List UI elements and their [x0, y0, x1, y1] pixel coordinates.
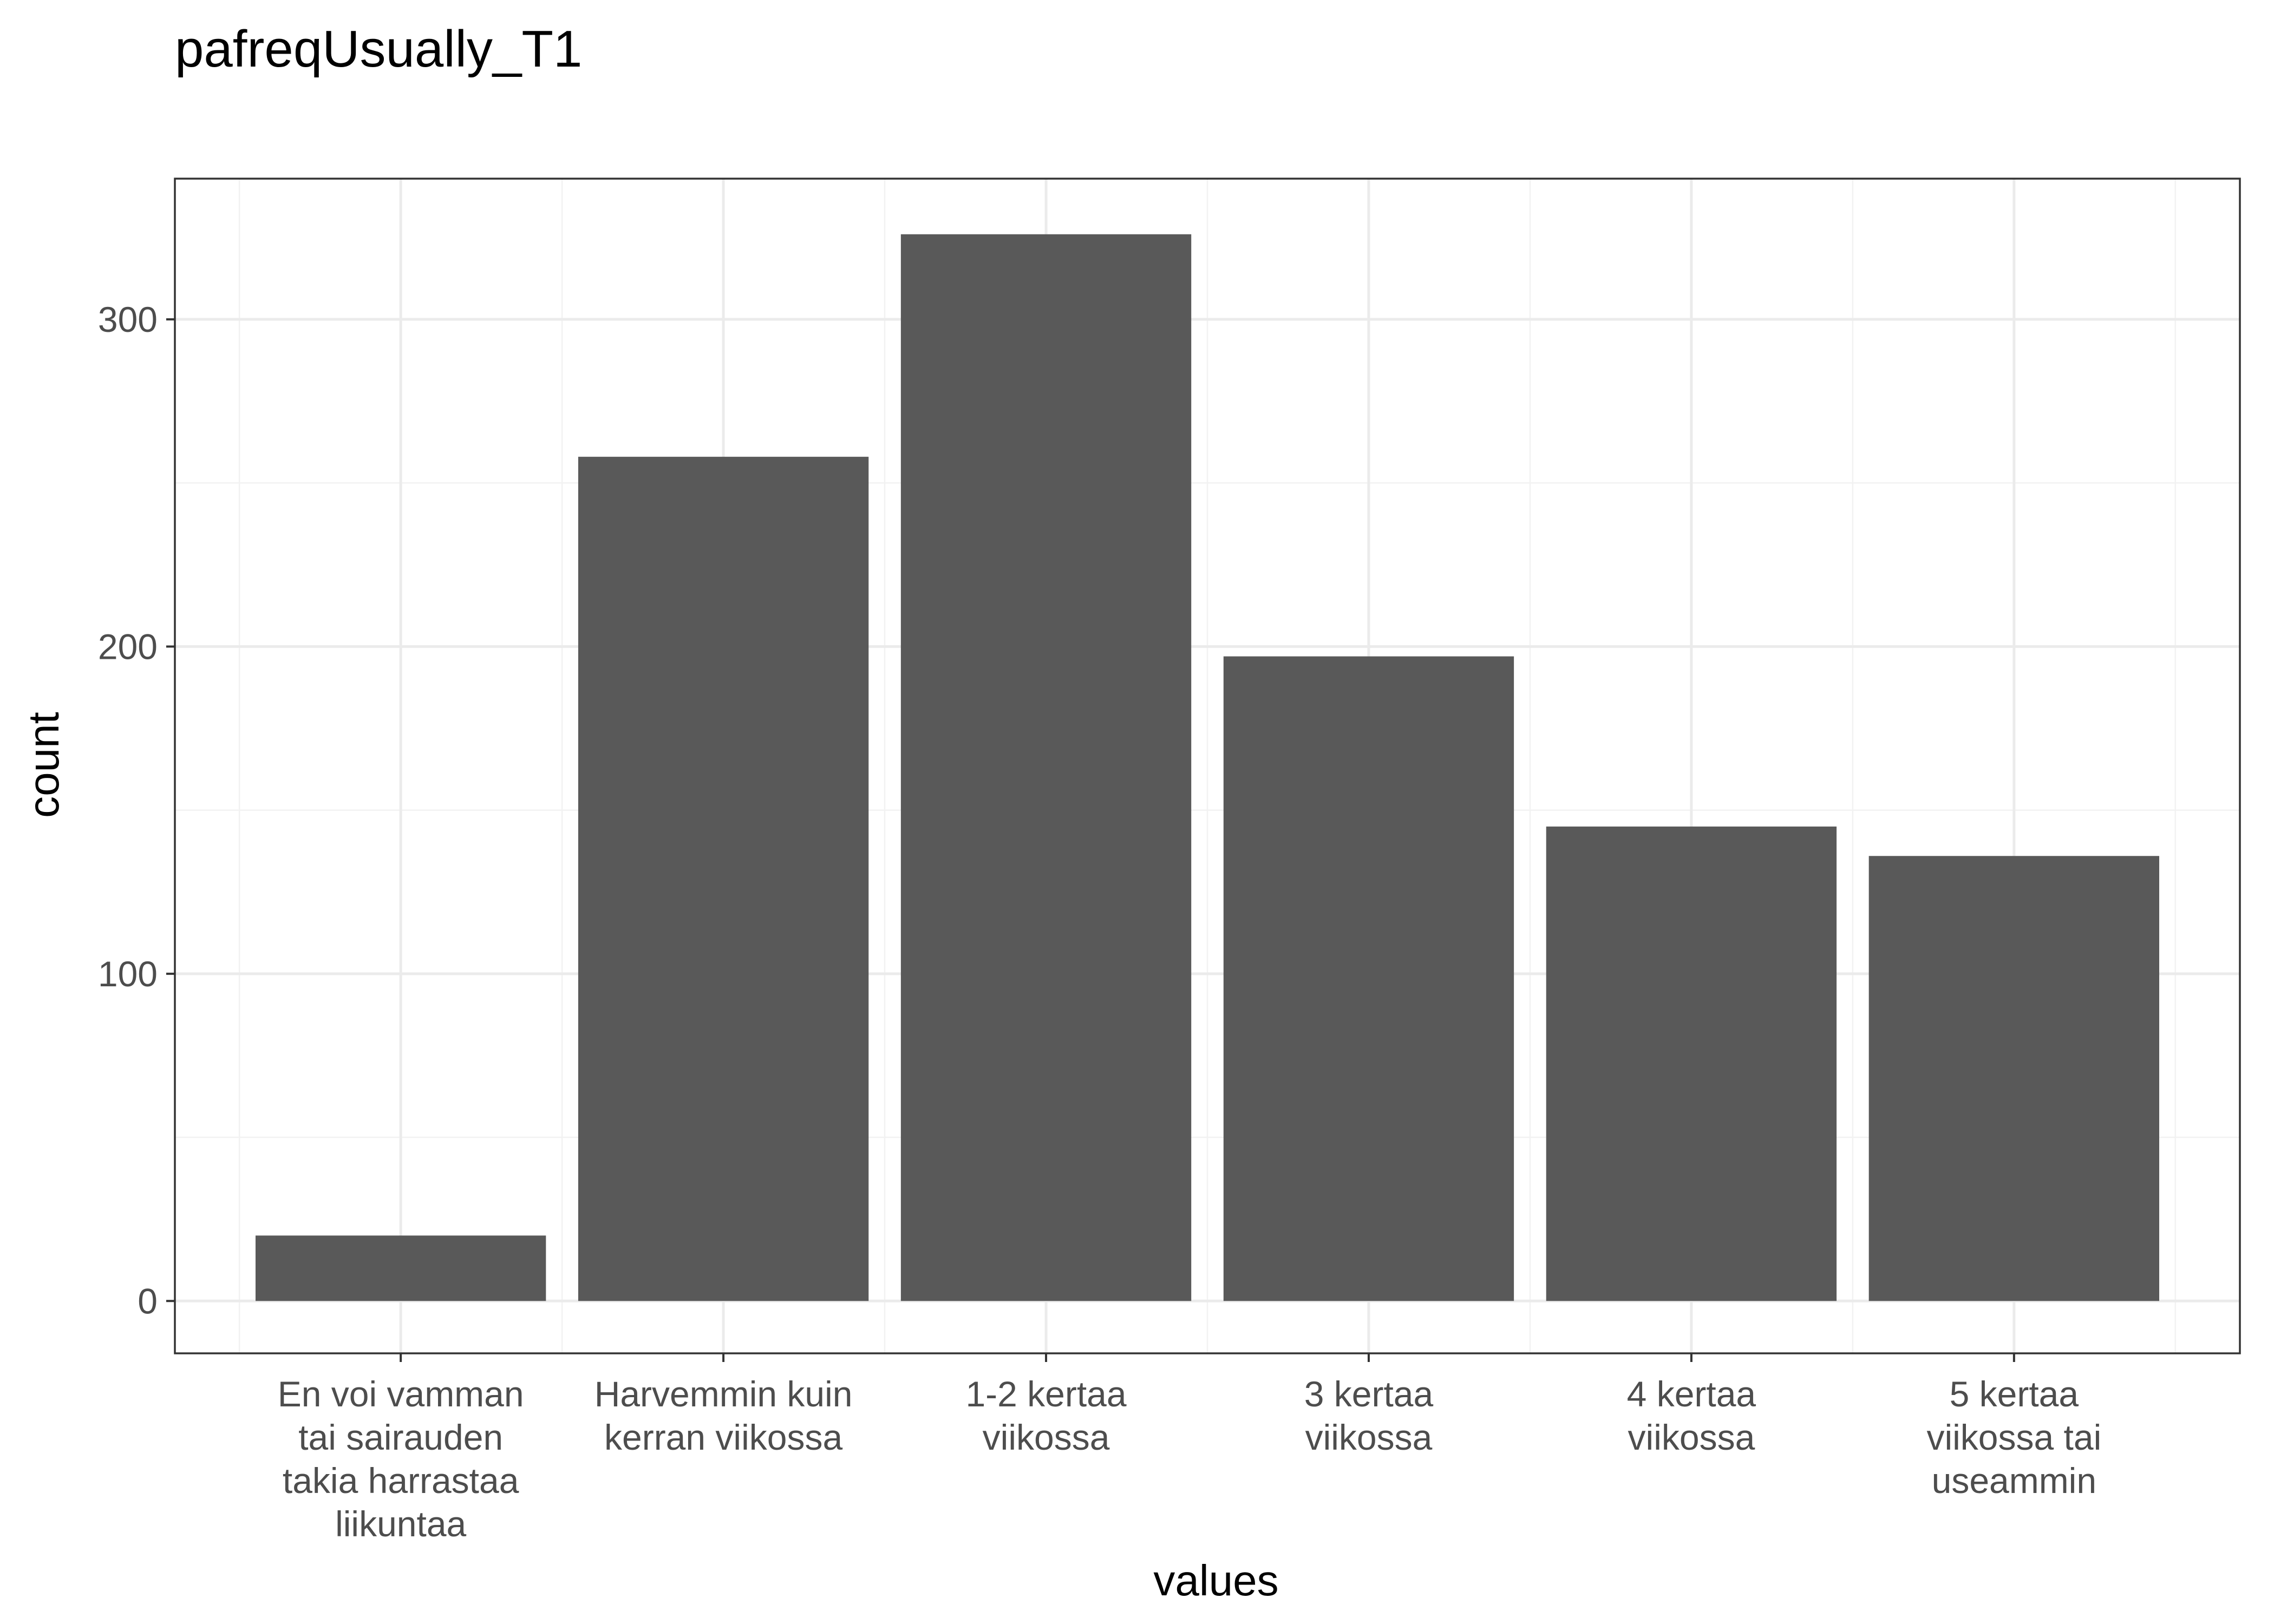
x-tick-label: 1-2 kertaa viikossa: [965, 1374, 1126, 1457]
bar: [900, 234, 1192, 1301]
x-tick-label: 4 kertaa viikossa: [1627, 1374, 1756, 1457]
x-tick-label: 5 kertaa viikossa tai useammin: [1926, 1374, 2101, 1501]
y-tick-label: 200: [98, 626, 158, 666]
y-tick-label: 100: [98, 954, 158, 994]
x-tick-label: 3 kertaa viikossa: [1304, 1374, 1434, 1457]
bar: [255, 1235, 546, 1301]
y-axis-title: count: [19, 712, 68, 818]
x-tick-label: En voi vamman tai sairauden takia harrasta…: [278, 1374, 524, 1544]
y-axis: 0 100 200 300: [98, 299, 175, 1321]
bar: [1223, 656, 1514, 1301]
x-axis-title: values: [1153, 1556, 1278, 1605]
bar: [578, 456, 869, 1301]
y-tick-label: 300: [98, 299, 158, 339]
bar: [1868, 856, 2160, 1301]
x-axis: En voi vamman tai sairauden takia harrasta…: [278, 1353, 2101, 1544]
panel-border: [174, 178, 2241, 1354]
chart-title: pafreqUsually_T1: [175, 20, 582, 78]
bar: [1546, 826, 1837, 1301]
bars: [255, 234, 2160, 1301]
y-tick-label: 0: [138, 1281, 158, 1321]
x-tick-label: Harvemmin kuin kerran viikossa: [594, 1374, 853, 1457]
